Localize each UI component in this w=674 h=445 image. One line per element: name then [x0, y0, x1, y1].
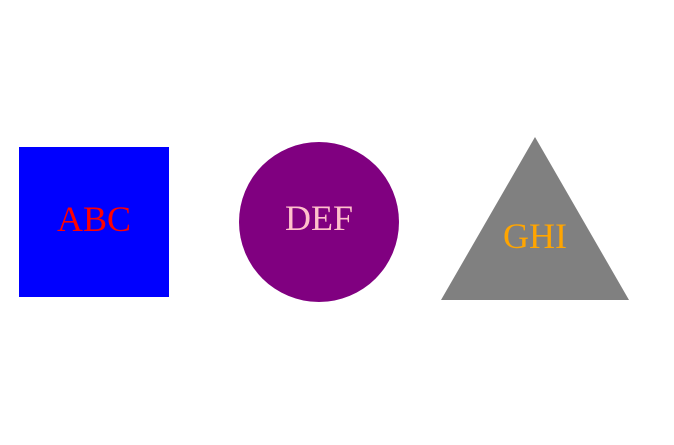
triangle-label: GHI — [503, 216, 567, 256]
gray-triangle — [441, 137, 629, 300]
circle-label: DEF — [285, 198, 353, 238]
circle-shape-group: DEF — [239, 142, 399, 302]
square-label: ABC — [57, 199, 131, 239]
blue-square — [19, 147, 169, 297]
square-shape-group: ABC — [19, 147, 169, 297]
purple-circle — [239, 142, 399, 302]
triangle-shape-group: GHI — [441, 137, 629, 300]
